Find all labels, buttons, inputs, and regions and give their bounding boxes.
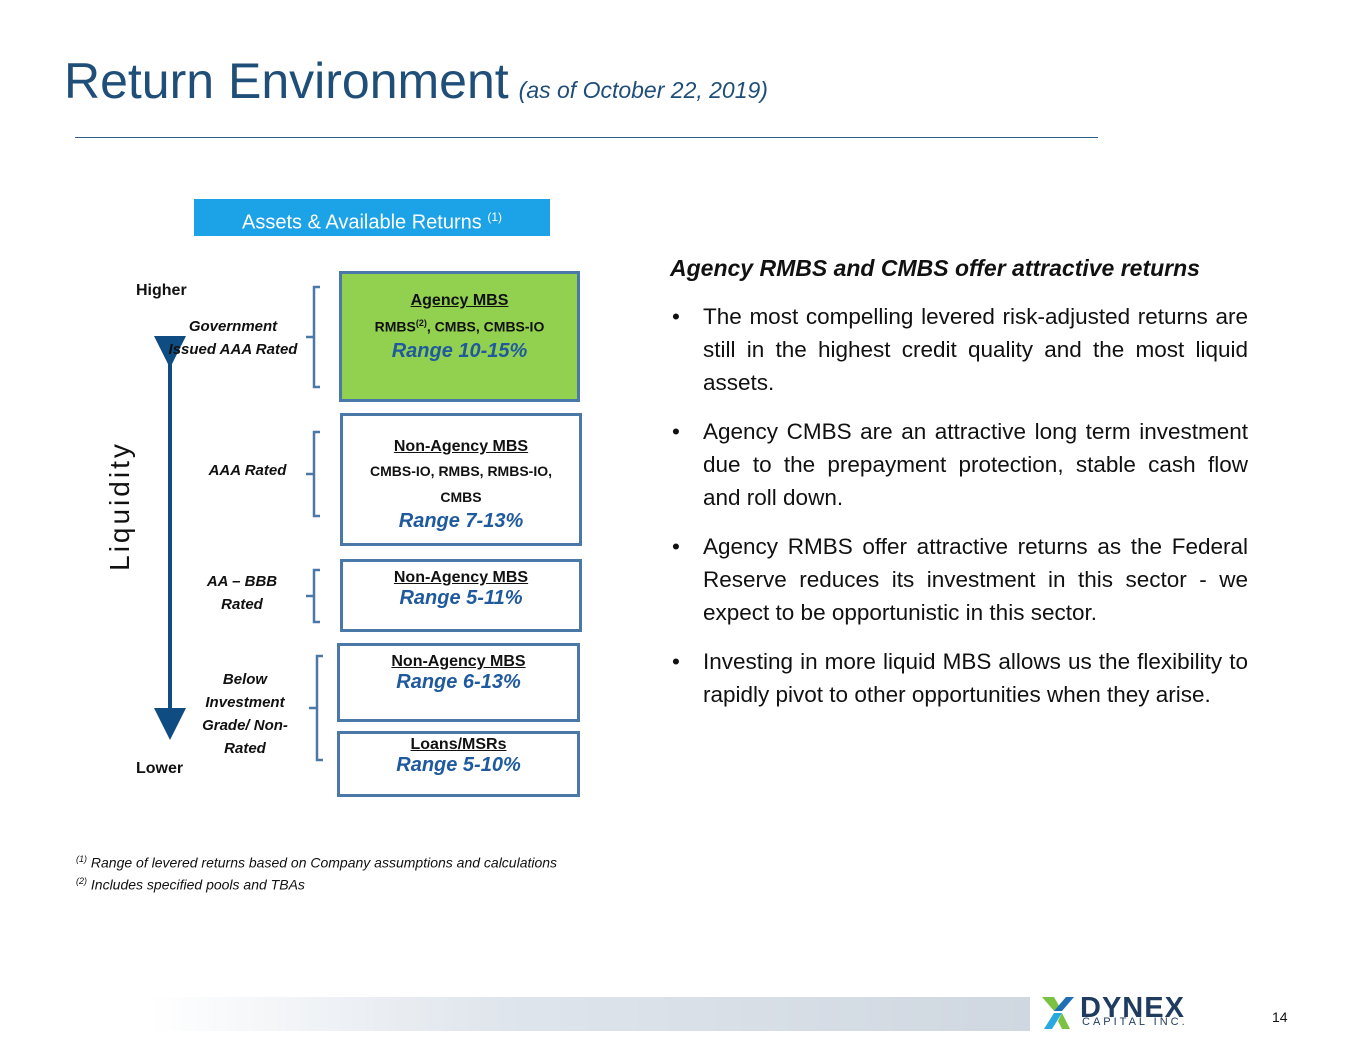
box-nonagency-aaa-range: Range 7-13% [343, 510, 579, 533]
bullet-dot-icon: • [672, 415, 680, 448]
box-loans-range: Range 5-10% [340, 754, 577, 777]
box-nonagency-aaa-name: Non-Agency MBS [343, 438, 579, 456]
box-nonagency-bbb-range: Range 5-11% [343, 587, 579, 610]
bracket-below-investment [309, 656, 323, 760]
box-nonagency-bbb-name: Non-Agency MBS [343, 569, 579, 587]
section-heading: Agency RMBS and CMBS offer attractive re… [670, 255, 1200, 282]
box-nonagency-below-range: Range 6-13% [340, 671, 577, 694]
agency-desc-footnote-mark: (2) [416, 318, 427, 328]
bullet-item: • The most compelling levered risk-adjust… [670, 300, 1248, 399]
box-nonagency-aaa: Non-Agency MBS CMBS-IO, RMBS, RMBS-IO, C… [340, 413, 582, 546]
bullet-dot-icon: • [672, 645, 680, 678]
category-government: Government Issued AAA Rated [168, 315, 298, 361]
bullet-item: • Agency RMBS offer attractive returns as… [670, 530, 1248, 629]
agency-desc-rmbs: RMBS [375, 319, 416, 335]
box-nonagency-below-name: Non-Agency MBS [340, 653, 577, 671]
page-number: 14 [1272, 1009, 1288, 1025]
bracket-aaa [306, 432, 320, 516]
footnote-2-mark: (2) [76, 876, 87, 886]
dynex-logo-icon [1040, 995, 1076, 1031]
footnote-1: (1) Range of levered returns based on Co… [76, 854, 557, 871]
agency-desc-rest: , CMBS, CMBS-IO [427, 319, 544, 335]
box-nonagency-below: Non-Agency MBS Range 6-13% [337, 643, 580, 722]
bullet-text: The most compelling levered risk-adjuste… [703, 304, 1248, 395]
box-nonagency-aa-bbb: Non-Agency MBS Range 5-11% [340, 559, 582, 632]
bullet-item: • Investing in more liquid MBS allows us … [670, 645, 1248, 711]
bullet-text: Investing in more liquid MBS allows us t… [703, 649, 1248, 707]
footnote-2-text: Includes specified pools and TBAs [91, 877, 305, 893]
footer-band [150, 997, 1030, 1031]
box-loans-msrs: Loans/MSRs Range 5-10% [337, 731, 580, 797]
bullet-text: Agency CMBS are an attractive long term … [703, 419, 1248, 510]
box-agency-mbs: Agency MBS RMBS(2), CMBS, CMBS-IO Range … [339, 271, 580, 402]
box-nonagency-aaa-desc: CMBS-IO, RMBS, RMBS-IO, CMBS [343, 456, 579, 510]
footnote-1-text: Range of levered returns based on Compan… [91, 855, 557, 871]
bracket-government [306, 287, 320, 387]
dynex-logo-subtext: CAPITAL INC. [1082, 1016, 1188, 1028]
footnote-2: (2) Includes specified pools and TBAs [76, 876, 305, 893]
bracket-aa-bbb [306, 570, 320, 622]
bullet-list: • The most compelling levered risk-adjust… [670, 300, 1248, 727]
bullet-item: • Agency CMBS are an attractive long term… [670, 415, 1248, 514]
bullet-dot-icon: • [672, 300, 680, 333]
bullet-text: Agency RMBS offer attractive returns as … [703, 534, 1248, 625]
box-agency-name: Agency MBS [342, 292, 577, 310]
category-aa-bbb: AA – BBB Rated [197, 570, 287, 616]
box-agency-range: Range 10-15% [342, 340, 577, 363]
category-aaa: AAA Rated [205, 459, 290, 482]
footnote-1-mark: (1) [76, 854, 87, 864]
category-below-investment: Below Investment Grade/ Non-Rated [196, 668, 294, 760]
box-loans-name: Loans/MSRs [340, 736, 577, 754]
bullet-dot-icon: • [672, 530, 680, 563]
box-agency-desc: RMBS(2), CMBS, CMBS-IO [342, 310, 577, 340]
